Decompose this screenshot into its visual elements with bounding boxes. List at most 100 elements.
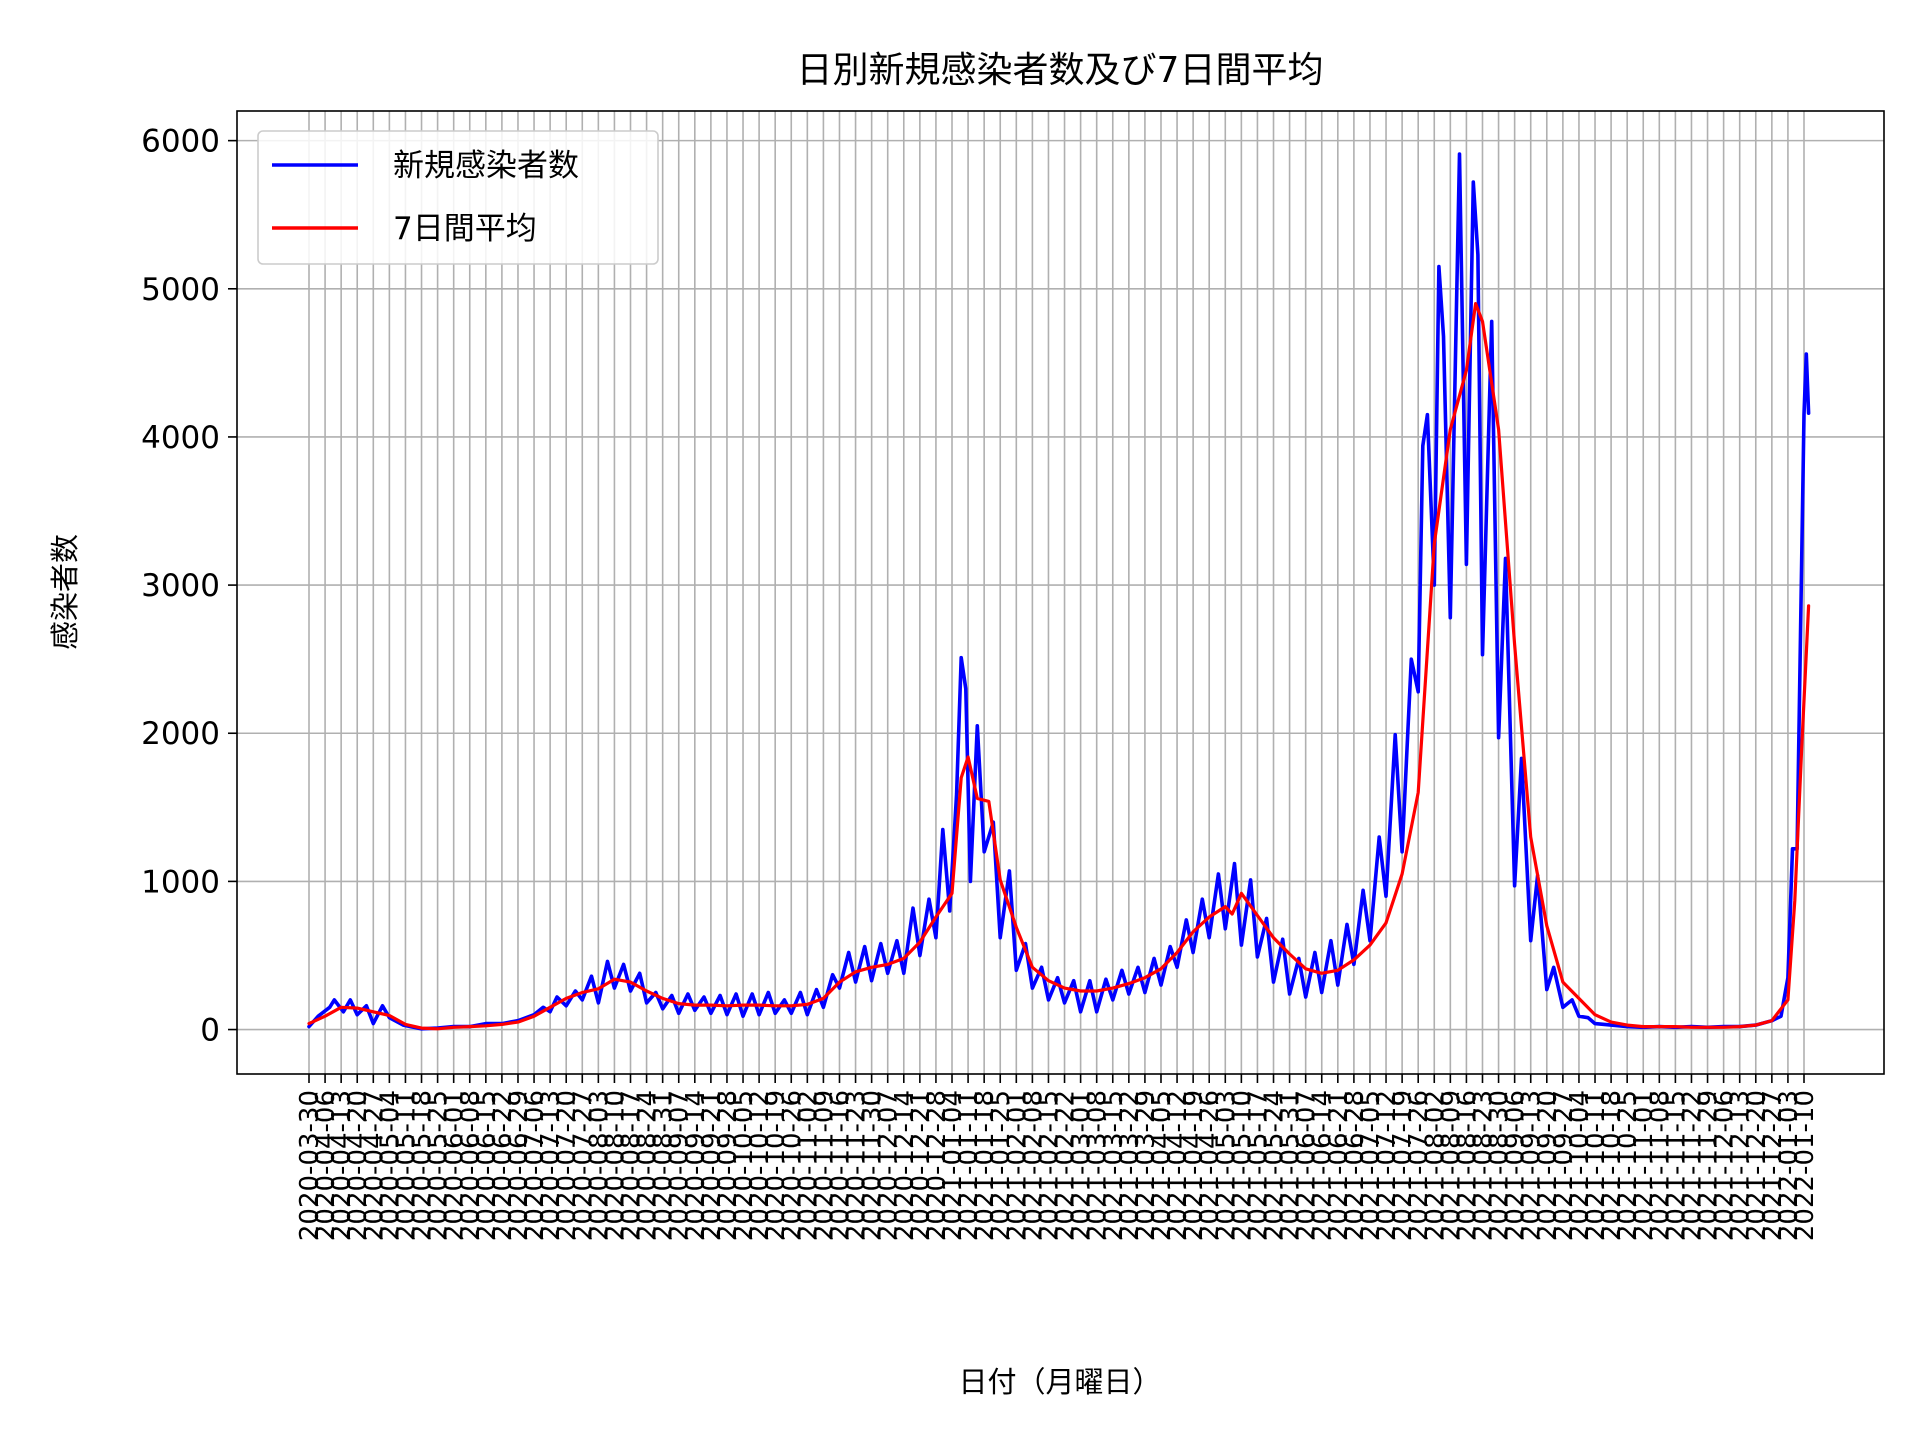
x-tick-label: 2020-06-08 [456,1090,486,1241]
y-tick-label: 3000 [141,568,220,604]
y-axis-label: 感染者数 [48,534,82,650]
x-tick-label: 2020-04-27 [359,1090,389,1241]
x-tick-label: 2020-03-30 [295,1090,325,1241]
x-tick-label: 2020-10-12 [745,1090,775,1241]
x-tick-label: 2022-01-10 [1790,1090,1820,1241]
x-tick-label: 2020-07-06 [520,1090,550,1241]
x-axis-label: 日付（月曜日） [958,1365,1161,1399]
x-tick-label: 2020-08-24 [633,1090,663,1241]
x-tick-label: 2020-06-22 [488,1090,518,1241]
x-tick-label: 2021-11-01 [1629,1090,1659,1241]
x-tick-label: 2021-04-19 [1179,1090,1209,1241]
x-tick-label: 2021-05-17 [1243,1090,1273,1241]
x-tick-label: 2021-09-20 [1533,1090,1563,1241]
x-tick-label: 2020-12-28 [922,1090,952,1241]
x-tick-label: 2020-11-02 [793,1090,823,1241]
x-tick-label: 2021-03-22 [1115,1090,1145,1241]
legend-entries: 新規感染者数 7日間平均 [272,148,579,247]
x-tick-label: 2021-02-01 [1002,1090,1032,1241]
x-tick-label: 2020-12-21 [906,1090,936,1241]
x-tick-label: 2021-12-20 [1742,1090,1772,1241]
x-tick-label: 2020-05-04 [375,1090,405,1241]
x-tick-label: 2021-08-23 [1468,1090,1498,1241]
x-tick-label: 2021-10-04 [1565,1090,1595,1241]
x-tick-label: 2021-11-15 [1661,1090,1691,1241]
x-tick-label: 2020-11-23 [842,1090,872,1241]
x-tick-label: 2020-11-09 [809,1090,839,1241]
x-tick-label: 2020-04-13 [327,1090,357,1241]
x-tick-label: 2021-02-22 [1051,1090,1081,1241]
x-tick-label: 2020-05-25 [424,1090,454,1241]
y-axis-ticks: 0 1000 2000 3000 4000 5000 6000 [141,124,237,1049]
x-tick-label: 2021-10-11 [1581,1090,1611,1241]
x-tick-label: 2021-01-04 [938,1090,968,1241]
x-tick-label: 2020-09-07 [665,1090,695,1241]
x-tick-label: 2021-07-19 [1388,1090,1418,1241]
x-tick-label: 2020-12-14 [890,1090,920,1241]
x-tick-label: 2020-08-03 [584,1090,614,1241]
x-tick-label: 2020-12-07 [874,1090,904,1241]
x-tick-label: 2021-09-27 [1549,1090,1579,1241]
series-line-2 [307,302,1811,1031]
x-tick-label: 2020-07-20 [552,1090,582,1241]
x-tick-label: 2021-06-07 [1292,1090,1322,1241]
x-tick-label: 2020-10-05 [729,1090,759,1241]
x-tick-label: 2021-01-18 [970,1090,1000,1241]
x-tick-label: 2021-11-22 [1677,1090,1707,1241]
x-tick-label: 2021-04-05 [1147,1090,1177,1241]
x-tick-label: 2021-05-31 [1276,1090,1306,1241]
x-tick-label: 2020-11-30 [858,1090,888,1241]
x-tick-label: 2020-08-31 [649,1090,679,1241]
x-tick-label: 2021-12-27 [1758,1090,1788,1241]
x-tick-label: 2021-10-25 [1613,1090,1643,1241]
x-tick-label: 2020-08-17 [617,1090,647,1241]
x-tick-label: 2021-03-29 [1131,1090,1161,1241]
x-tick-label: 2020-10-19 [761,1090,791,1241]
x-tick-label: 2020-11-16 [825,1090,855,1241]
x-tick-label: 2021-12-13 [1726,1090,1756,1241]
x-tick-label: 2020-09-28 [713,1090,743,1241]
x-tick-label: 2020-05-11 [391,1090,421,1241]
series-line-1 [307,152,1811,1031]
plot-frame [236,110,1885,1075]
y-tick-label: 6000 [141,124,220,160]
x-tick-label: 2020-10-26 [777,1090,807,1241]
y-tick-label: 4000 [141,420,220,456]
legend: 新規感染者数 7日間平均 [257,130,659,265]
series-layer [307,152,1811,1031]
x-tick-label: 2021-09-13 [1517,1090,1547,1241]
x-tick-label: 2020-09-14 [681,1090,711,1241]
x-tick-label: 2021-06-28 [1340,1090,1370,1241]
legend-label: 新規感染者数 [393,148,579,184]
x-tick-label: 2021-08-02 [1420,1090,1450,1241]
y-tick-label: 1000 [141,864,220,900]
x-tick-label: 2021-01-11 [954,1090,984,1241]
x-tick-label: 2020-04-06 [311,1090,341,1241]
x-tick-label: 2021-07-26 [1404,1090,1434,1241]
x-tick-label: 2020-04-20 [343,1090,373,1241]
legend-label: 7日間平均 [393,211,537,247]
x-tick-label: 2021-11-08 [1645,1090,1675,1241]
x-tick-label: 2020-06-15 [472,1090,502,1241]
x-tick-label: 2020-07-13 [536,1090,566,1241]
x-axis-ticks: 2020-03-302020-04-062020-04-132020-04-20… [295,1074,1820,1241]
x-tick-label: 2020-06-01 [440,1090,470,1241]
x-tick-label: 2020-05-18 [408,1090,438,1241]
x-tick-label: 2021-07-12 [1372,1090,1402,1241]
x-tick-label: 2021-03-15 [1099,1090,1129,1241]
x-tick-label: 2021-02-15 [1034,1090,1064,1241]
x-tick-label: 2021-02-08 [1018,1090,1048,1241]
x-tick-label: 2021-08-16 [1452,1090,1482,1241]
x-tick-label: 2021-05-24 [1260,1090,1290,1241]
x-tick-label: 2021-07-05 [1356,1090,1386,1241]
x-tick-label: 2021-04-26 [1195,1090,1225,1241]
y-tick-label: 5000 [141,272,220,308]
x-tick-label: 2021-06-14 [1308,1090,1338,1241]
x-tick-label: 2021-12-06 [1710,1090,1740,1241]
x-tick-label: 2021-10-18 [1597,1090,1627,1241]
x-tick-label: 2020-09-21 [697,1090,727,1241]
x-tick-label: 2021-03-08 [1083,1090,1113,1241]
x-tick-label: 2021-08-09 [1436,1090,1466,1241]
x-tick-label: 2021-06-21 [1324,1090,1354,1241]
